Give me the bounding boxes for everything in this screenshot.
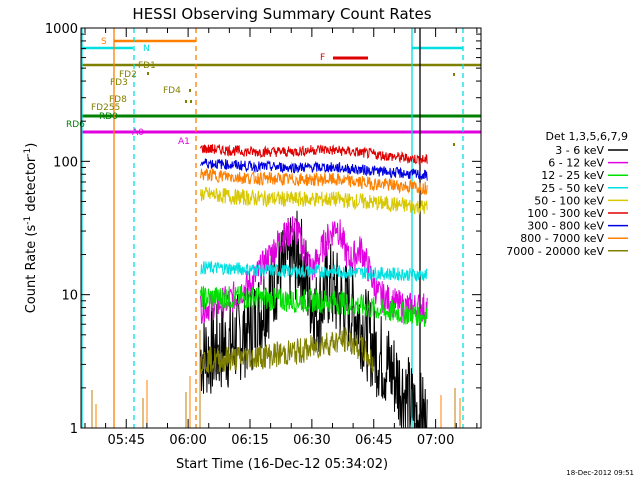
legend-label: 25 - 50 keV — [541, 182, 604, 195]
series-line-25-50-kevkev — [200, 260, 428, 282]
flag-label-fd255: FD255 — [91, 103, 120, 113]
series-line-800-7000-kevkev — [200, 168, 428, 196]
y-tick-label: 10 — [61, 289, 78, 304]
flag-label-a1: A1 — [178, 137, 190, 147]
axes: 1 10 100 1000 05:45 06:00 06:15 06:30 06:45 07:00 — [45, 22, 482, 448]
flag-label-n: N — [143, 44, 150, 54]
series-line-100-300-kevkev — [200, 144, 428, 166]
flag-tick-mark — [453, 143, 455, 146]
legend-label: 50 - 100 keV — [534, 194, 604, 207]
legend-label: 3 - 6 keV — [555, 144, 604, 157]
legend-title: Det 1,3,5,6,7,9 — [545, 130, 628, 143]
series-line-7000-20000-kevkev — [200, 327, 374, 374]
flag-label-s: S — [101, 37, 107, 47]
x-tick-label: 05:45 — [108, 433, 145, 448]
x-tick-label: 07:00 — [417, 433, 454, 448]
legend-label: 12 - 25 keV — [541, 169, 604, 182]
flag-label-f: F — [320, 53, 325, 63]
x-axis-label: Start Time (16-Dec-12 05:34:02) — [176, 457, 388, 472]
flag-label-fd4: FD4 — [163, 86, 181, 96]
flag-tick-mark — [189, 89, 191, 92]
y-tick-label: 1000 — [45, 22, 78, 37]
flag-label-fd3: FD3 — [110, 78, 128, 88]
legend-label: 300 - 800 keV — [527, 220, 604, 233]
flag-label-fd2: FD2 — [119, 70, 137, 80]
y-axis-label: Count Rate (s-1 detector-1) — [23, 143, 39, 314]
y-tick-label: 100 — [53, 155, 78, 170]
plot-frame — [80, 27, 482, 429]
flag-tick-mark — [147, 72, 149, 75]
series-layer — [200, 144, 428, 429]
flag-label-rd0: RD0 — [99, 112, 118, 122]
flag-label-fd8: FD8 — [109, 95, 127, 105]
legend-label: 6 - 12 keV — [548, 157, 604, 170]
flag-label-a0: A0 — [132, 128, 144, 138]
x-tick-label: 06:45 — [355, 433, 392, 448]
series-line-50-100-kevkev — [200, 186, 428, 215]
flag-tick-mark — [185, 100, 187, 103]
flag-label-rd6: RD6 — [66, 120, 85, 130]
series-line-12-25-kevkev — [200, 285, 428, 327]
footer-timestamp: 18-Dec-2012 09:51 — [566, 469, 634, 477]
y-tick-label: 1 — [70, 422, 78, 437]
x-tick-label: 06:30 — [293, 433, 330, 448]
legend-label: 100 - 300 keV — [527, 207, 604, 220]
flag-guides — [81, 28, 481, 428]
legend-label: 7000 - 20000 keV — [506, 245, 604, 258]
flag-label-fd1: FD1 — [138, 61, 156, 71]
legend-label: 800 - 7000 keV — [520, 232, 604, 245]
series-line-300-800-kevkev — [200, 158, 428, 181]
x-tick-label: 06:00 — [169, 433, 206, 448]
x-tick-label: 06:15 — [231, 433, 268, 448]
chart-title: HESSI Observing Summary Count Rates — [132, 5, 431, 23]
flag-tick-mark — [453, 73, 455, 76]
flag-tick-mark — [190, 100, 192, 103]
